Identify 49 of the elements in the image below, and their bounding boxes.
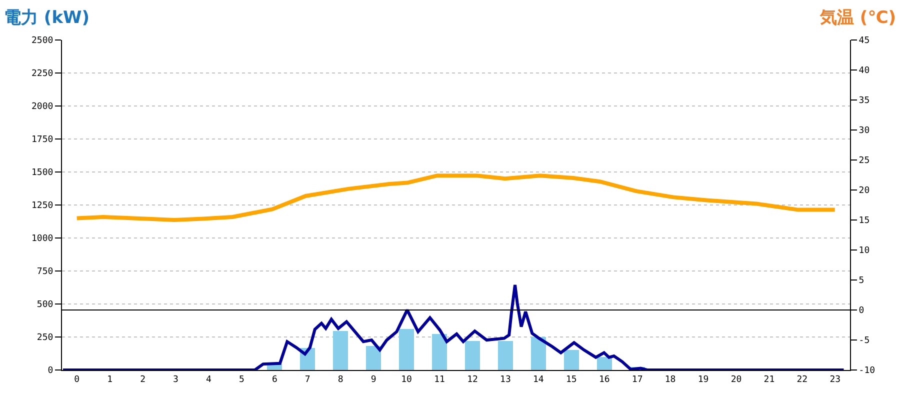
x-tick-label: 18 [664, 374, 676, 385]
y2-axis-title: 気温 (℃) [819, 8, 896, 28]
y-tick-label: 1500 [32, 168, 54, 178]
x-tick-label: 6 [272, 374, 278, 385]
y2-tick-label: -5 [858, 336, 870, 346]
y-tick-label: 2250 [32, 69, 54, 80]
y-tick-label: 2000 [32, 102, 54, 112]
y2-tick-label: -10 [858, 366, 876, 376]
y2-tick-label: 20 [858, 186, 870, 196]
x-tick-label: 5 [238, 374, 244, 385]
x-tick-label: 17 [632, 374, 643, 385]
y-tick-label: 0 [48, 366, 54, 376]
x-tick-label: 16 [598, 374, 610, 385]
x-tick-label: 0 [74, 374, 80, 385]
x-tick-label: 10 [401, 374, 412, 385]
y2-tick-label: 15 [858, 216, 870, 226]
y-tick-label: 1250 [32, 201, 54, 212]
x-tick-label: 3 [173, 374, 178, 385]
x-tick-label: 22 [796, 374, 808, 385]
x-tick-label: 8 [338, 374, 344, 385]
x-tick-label: 7 [304, 374, 310, 385]
x-tick-label: 1 [107, 374, 113, 385]
y-tick-label: 500 [36, 300, 54, 310]
x-tick-label: 20 [730, 374, 742, 385]
x-tick-label: 11 [434, 374, 445, 385]
y2-tick-label: 0 [858, 306, 864, 316]
y2-tick-label: 5 [858, 276, 864, 286]
y-tick-label: 1750 [32, 135, 54, 146]
y-tick-label: 750 [36, 267, 54, 278]
y2-tick-label: 10 [858, 246, 870, 256]
x-tick-label: 21 [764, 374, 775, 385]
y-axis-title: 電力 (kW) [4, 8, 90, 28]
x-tick-label: 9 [370, 374, 376, 385]
x-tick-label: 13 [500, 374, 511, 385]
y2-tick-label: 30 [858, 126, 870, 136]
y2-tick-label: 35 [858, 96, 870, 106]
x-tick-label: 4 [206, 374, 212, 385]
x-tick-label: 19 [698, 374, 709, 385]
x-tick-label: 2 [140, 374, 146, 385]
y-tick-label: 1000 [32, 234, 54, 244]
y-tick-label: 2500 [32, 36, 54, 46]
x-tick-label: 14 [533, 374, 544, 385]
x-tick-label: 15 [566, 374, 577, 385]
x-tick-label: 23 [830, 374, 841, 385]
y2-tick-label: 40 [858, 66, 870, 76]
y2-tick-label: 25 [858, 156, 870, 166]
y-tick-label: 250 [36, 333, 54, 344]
x-tick-label: 12 [467, 374, 478, 385]
y2-tick-label: 45 [858, 36, 870, 46]
